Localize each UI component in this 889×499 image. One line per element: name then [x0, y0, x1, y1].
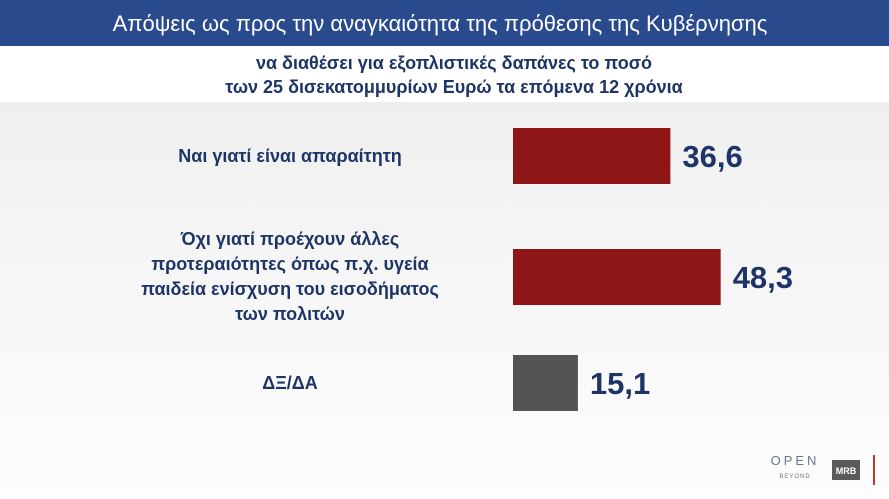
- subtitle-band: [0, 46, 889, 102]
- logo-box: [832, 460, 860, 480]
- logo-text: OPEN: [771, 453, 820, 468]
- logo-text: BEYOND: [779, 474, 810, 480]
- value-label: 36,6: [682, 139, 742, 174]
- bar: [513, 355, 578, 411]
- category-label: ΔΞ/ΔΑ: [262, 372, 318, 393]
- category-label: Όχι γιατί προέχουν άλλες προτεραιότητες …: [141, 229, 439, 324]
- category-label-box: Ναι γιατί είναι απαραίτητη: [178, 145, 402, 166]
- category-label-box: ΔΞ/ΔΑ: [262, 372, 318, 393]
- subtitle-line: να διαθέσει για εξοπλιστικές δαπάνες το …: [256, 53, 652, 74]
- logo-text: MRB: [836, 466, 857, 476]
- category-label-box: Όχι γιατί προέχουν άλλες προτεραιότητες …: [141, 229, 439, 324]
- subtitle-line: των 25 δισεκατομμυρίων Ευρώ τα επόμενα 1…: [225, 77, 682, 97]
- value-label: 15,1: [590, 366, 650, 401]
- value-label: 48,3: [733, 260, 793, 295]
- bar: [513, 128, 671, 184]
- bar: [513, 249, 721, 305]
- chart-title: Απόψεις ως προς την αναγκαιότητα της πρό…: [113, 11, 768, 36]
- title-banner: [0, 0, 889, 46]
- category-label: Ναι γιατί είναι απαραίτητη: [178, 145, 402, 166]
